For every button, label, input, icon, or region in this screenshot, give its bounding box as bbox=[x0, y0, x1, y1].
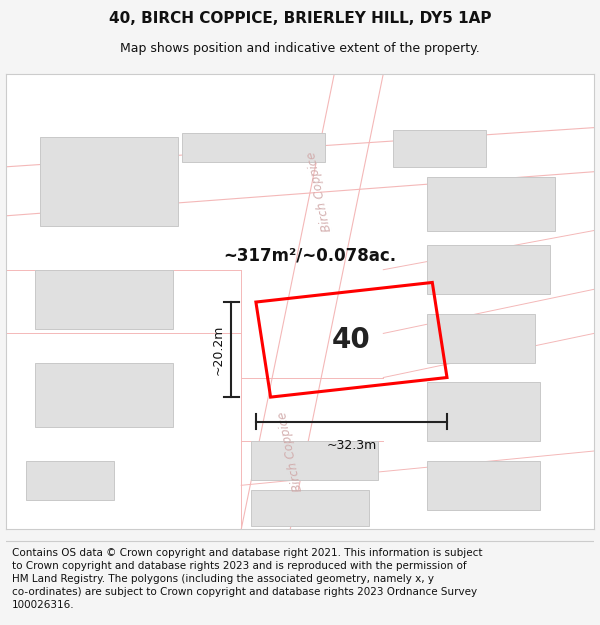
Polygon shape bbox=[26, 461, 114, 500]
Polygon shape bbox=[182, 132, 325, 162]
Text: ~20.2m: ~20.2m bbox=[211, 324, 224, 375]
Polygon shape bbox=[251, 490, 368, 526]
Polygon shape bbox=[35, 270, 173, 329]
Polygon shape bbox=[427, 245, 550, 294]
Polygon shape bbox=[393, 129, 486, 167]
Polygon shape bbox=[35, 362, 173, 426]
Polygon shape bbox=[40, 138, 178, 226]
Polygon shape bbox=[251, 441, 379, 481]
Polygon shape bbox=[427, 461, 540, 510]
Text: ~317m²/~0.078ac.: ~317m²/~0.078ac. bbox=[223, 246, 397, 264]
Polygon shape bbox=[427, 177, 555, 231]
Polygon shape bbox=[427, 382, 540, 441]
Polygon shape bbox=[427, 314, 535, 362]
Text: Contains OS data © Crown copyright and database right 2021. This information is : Contains OS data © Crown copyright and d… bbox=[12, 548, 482, 611]
Text: Birch Coppice: Birch Coppice bbox=[275, 410, 305, 492]
Text: 40: 40 bbox=[332, 326, 371, 354]
Text: ~32.3m: ~32.3m bbox=[326, 439, 377, 452]
Text: 40, BIRCH COPPICE, BRIERLEY HILL, DY5 1AP: 40, BIRCH COPPICE, BRIERLEY HILL, DY5 1A… bbox=[109, 11, 491, 26]
Text: Map shows position and indicative extent of the property.: Map shows position and indicative extent… bbox=[120, 42, 480, 54]
Text: Birch Coppice: Birch Coppice bbox=[305, 150, 334, 232]
